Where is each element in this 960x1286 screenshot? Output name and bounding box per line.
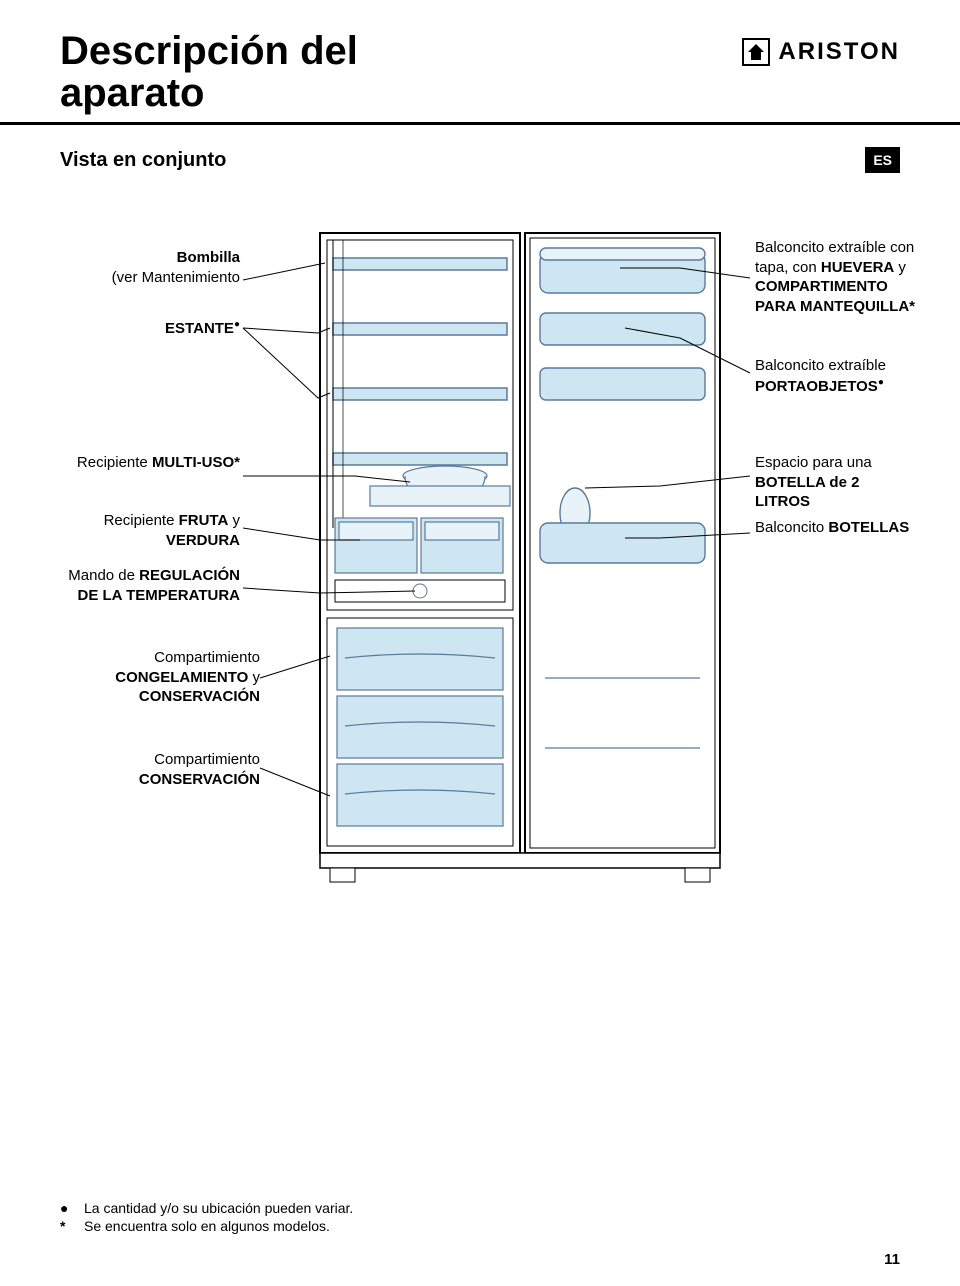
leader-lines bbox=[60, 228, 900, 998]
estante-text: ESTANTE bbox=[165, 320, 234, 337]
porta-bold: PORTAOBJETOS bbox=[755, 378, 878, 395]
title-line2: aparato bbox=[60, 71, 205, 115]
balcon1-mid: y bbox=[894, 259, 906, 276]
botellas-bold: BOTELLAS bbox=[828, 519, 909, 536]
footnote-star-text: Se encuentra solo en algunos modelos. bbox=[84, 1218, 330, 1234]
header: Descripción del aparato ARISTON bbox=[60, 30, 900, 114]
footnotes: ● La cantidad y/o su ubicación pueden va… bbox=[60, 1200, 353, 1236]
porta-pre: Balconcito extraíble bbox=[755, 357, 886, 374]
fruta-mid: y bbox=[228, 512, 240, 529]
label-botellas: Balconcito BOTELLAS bbox=[755, 518, 915, 538]
footnote-star: * Se encuentra solo en algunos modelos. bbox=[60, 1218, 353, 1234]
congel-mid: y bbox=[248, 669, 260, 686]
botella2l-pre: Espacio para una bbox=[755, 454, 872, 471]
conserv-pre: Compartimiento bbox=[154, 751, 260, 768]
bombilla-bold: Bombilla bbox=[177, 249, 240, 266]
balcon1-b2: COMPARTIMENTO PARA MANTEQUILLA bbox=[755, 278, 909, 315]
mando-pre: Mando de bbox=[68, 567, 139, 584]
brand-logo: ARISTON bbox=[742, 38, 900, 66]
dot-marker-2: ● bbox=[878, 377, 884, 388]
footnote-dot: ● La cantidad y/o su ubicación pueden va… bbox=[60, 1200, 353, 1216]
language-badge: ES bbox=[865, 147, 900, 173]
subtitle: Vista en conjunto bbox=[60, 149, 226, 172]
label-bombilla: Bombilla (ver Mantenimiento bbox=[60, 248, 240, 287]
balcon1-b1: HUEVERA bbox=[821, 259, 894, 276]
congel-pre: Compartimiento bbox=[154, 649, 260, 666]
label-balconcito-huevera: Balconcito extraíble con tapa, con HUEVE… bbox=[755, 238, 915, 316]
page-title: Descripción del aparato bbox=[60, 30, 358, 114]
star-marker-2: * bbox=[909, 298, 915, 315]
header-underline bbox=[0, 122, 960, 125]
dot-marker: ● bbox=[234, 319, 240, 330]
star-marker: * bbox=[234, 454, 240, 471]
multiuso-pre: Recipiente bbox=[77, 454, 152, 471]
botella2l-bold: BOTELLA de 2 LITROS bbox=[755, 474, 859, 511]
label-mando: Mando de REGULACIÓN DE LA TEMPERATURA bbox=[60, 566, 240, 605]
multiuso-bold: MULTI-USO bbox=[152, 454, 234, 471]
page-number: 11 bbox=[884, 1251, 900, 1268]
brand-text: ARISTON bbox=[778, 38, 900, 66]
fruta-pre: Recipiente bbox=[104, 512, 179, 529]
label-conservacion: Compartimiento CONSERVACIÓN bbox=[80, 750, 260, 789]
diagram-area: Bombilla (ver Mantenimiento ESTANTE● Rec… bbox=[60, 228, 900, 998]
dot-marker-foot: ● bbox=[60, 1200, 74, 1216]
congel-b1: CONGELAMIENTO bbox=[115, 669, 248, 686]
botellas-pre: Balconcito bbox=[755, 519, 828, 536]
label-congelamiento: Compartimiento CONGELAMIENTO y CONSERVAC… bbox=[80, 648, 260, 707]
label-multiuso: Recipiente MULTI-USO* bbox=[60, 453, 240, 473]
bombilla-sub: (ver Mantenimiento bbox=[112, 269, 240, 286]
label-estante: ESTANTE● bbox=[60, 318, 240, 339]
conserv-bold: CONSERVACIÓN bbox=[139, 771, 260, 788]
subtitle-row: Vista en conjunto ES bbox=[60, 147, 900, 173]
label-portaobjetos: Balconcito extraíble PORTAOBJETOS● bbox=[755, 356, 915, 396]
footnote-dot-text: La cantidad y/o su ubicación pueden vari… bbox=[84, 1200, 353, 1216]
fruta-b1: FRUTA bbox=[179, 512, 229, 529]
fruta-b2: VERDURA bbox=[166, 532, 240, 549]
congel-b2: CONSERVACIÓN bbox=[139, 688, 260, 705]
title-line1: Descripción del bbox=[60, 29, 358, 73]
house-icon bbox=[742, 38, 770, 66]
label-botella2l: Espacio para una BOTELLA de 2 LITROS bbox=[755, 453, 915, 512]
star-marker-foot: * bbox=[60, 1218, 74, 1234]
label-fruta: Recipiente FRUTA y VERDURA bbox=[60, 511, 240, 550]
